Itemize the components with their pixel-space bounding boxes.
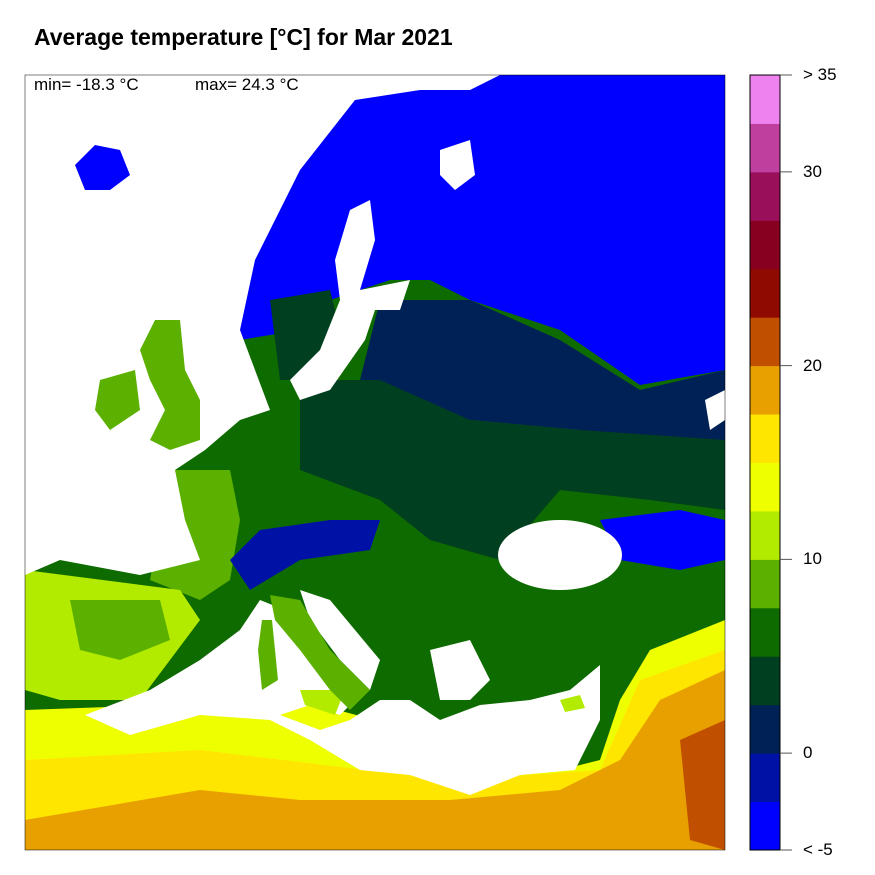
colorbar-bin <box>750 75 780 124</box>
region-arabia-hot <box>680 720 725 850</box>
chart-title: Average temperature [°C] for Mar 2021 <box>34 24 453 50</box>
colorbar-tick-label: 10 <box>803 549 822 569</box>
colorbar-bin <box>750 268 780 318</box>
max-value-label: max= 24.3 °C <box>195 75 299 94</box>
sea-caspian <box>705 390 725 430</box>
colorbar-tick-label: 0 <box>803 743 813 763</box>
colorbar-bin <box>750 510 780 560</box>
region-iberia-green <box>70 600 170 660</box>
map-frame <box>24 74 726 851</box>
region-caucasus-cold <box>600 510 725 570</box>
sea-baltic <box>290 200 410 400</box>
colorbar-bin <box>750 753 780 803</box>
land-corsica-sardinia <box>258 620 278 690</box>
colorbar <box>749 74 792 851</box>
colorbar-bin <box>750 123 780 173</box>
region-north-cold <box>240 75 725 385</box>
sea-adriatic <box>300 590 380 690</box>
land-ireland <box>95 370 140 430</box>
colorbar-bin <box>750 220 780 270</box>
sea-atlantic <box>25 75 500 575</box>
sea-black-sea <box>498 520 622 590</box>
region-anatolia <box>470 580 725 660</box>
colorbar-bin <box>750 704 780 754</box>
colorbar-bin <box>750 414 780 463</box>
land-italy <box>270 595 370 710</box>
colorbar-tick-label: > 35 <box>803 65 837 84</box>
colorbar-tick-label: 20 <box>803 355 822 375</box>
region-alps-cold <box>230 520 380 590</box>
land-sicily <box>300 690 345 715</box>
colorbar-bin <box>750 317 780 367</box>
region-sahara-orange <box>25 670 725 850</box>
sea-aegean <box>430 640 490 700</box>
region-northeast-navy <box>360 300 725 440</box>
colorbar-bin <box>750 559 780 609</box>
colorbar-bin <box>750 607 780 657</box>
region-east-darkgreen <box>300 380 725 560</box>
colorbar-bin <box>750 365 780 415</box>
map-area <box>25 75 725 850</box>
colorbar-frame <box>749 74 781 851</box>
colorbar-tick-label: 30 <box>803 161 822 181</box>
land-iceland <box>75 145 130 190</box>
colorbar-tick-label: < -5 <box>803 840 833 859</box>
colorbar-bin <box>750 171 780 221</box>
sea-white-sea <box>440 140 475 190</box>
land-great-britain <box>140 320 200 450</box>
colorbar-bin <box>750 656 780 706</box>
min-value-label: min= -18.3 °C <box>34 75 139 94</box>
colorbar-bin <box>750 801 780 851</box>
colorbar-bin <box>750 462 780 512</box>
land-cyprus <box>560 695 585 712</box>
